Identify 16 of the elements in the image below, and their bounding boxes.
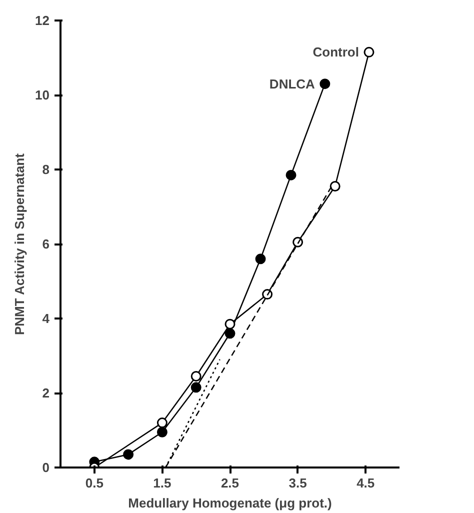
series-label: Control (312, 44, 359, 60)
y-tick-label: 12 (35, 13, 50, 28)
x-axis-title: Medullary Homogenate (μg prot.) (128, 496, 332, 510)
x-tick-label: 4.5 (356, 476, 375, 490)
x-tick-label: 0.5 (85, 476, 104, 490)
y-axis-title: PNMT Activity in Supernatant (12, 152, 28, 336)
x-tick-label: 3.5 (288, 476, 307, 490)
y-tick-label: 6 (42, 236, 50, 252)
y-tick-label: 8 (42, 162, 50, 177)
x-tick-label: 2.5 (220, 476, 240, 490)
y-tick-label: 2 (42, 386, 50, 400)
x-tick-label: 1.5 (153, 476, 172, 490)
y-tick-label: 4 (42, 311, 50, 326)
y-tick-label: 10 (35, 88, 50, 102)
y-tick-label: 0 (42, 460, 50, 475)
series-label: DNLCA (269, 76, 316, 92)
